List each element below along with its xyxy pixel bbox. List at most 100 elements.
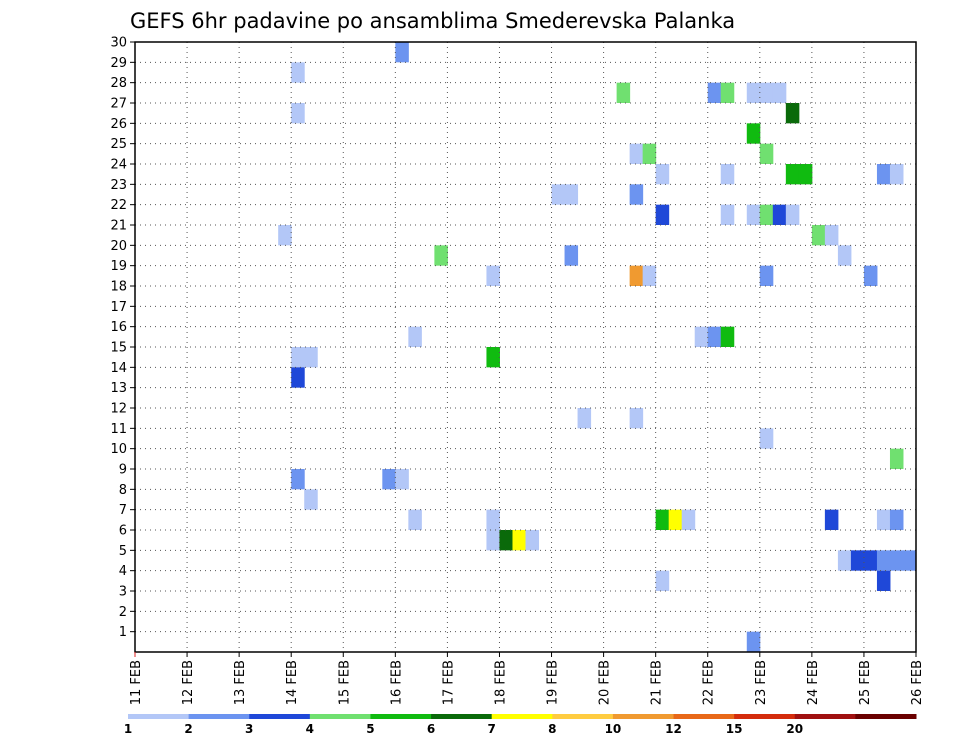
precip-cell: [655, 164, 670, 185]
precip-cell: [629, 265, 644, 286]
precip-cell: [291, 347, 305, 368]
precip-cell: [291, 469, 305, 490]
y-tick-label: 21: [110, 219, 127, 234]
colorbar-segment: [128, 714, 190, 719]
precip-cell: [746, 204, 761, 225]
precip-cell: [304, 347, 318, 368]
x-tick-label: 25 FEB: [858, 660, 873, 705]
colorbar-segment: [188, 714, 250, 719]
y-tick-label: 19: [110, 259, 127, 274]
precip-cell: [876, 550, 891, 571]
y-tick-label: 15: [110, 341, 127, 356]
colorbar-label: 1: [124, 722, 132, 736]
colorbar-segment: [855, 714, 917, 719]
y-tick-label: 7: [119, 503, 127, 518]
precip-cell: [291, 62, 305, 83]
precip-cell: [499, 530, 513, 551]
colorbar-label: 7: [488, 722, 496, 736]
x-tick-label: 13 FEB: [233, 660, 248, 705]
precip-cell: [746, 123, 761, 144]
precip-cell: [811, 225, 826, 246]
x-tick-label: 16 FEB: [389, 660, 404, 705]
x-tick-label: 11 FEB: [129, 660, 144, 705]
precip-cell: [759, 265, 774, 286]
colorbar-label: 3: [245, 722, 253, 736]
x-tick-label: 22 FEB: [702, 660, 717, 705]
colorbar-label: 5: [366, 722, 374, 736]
y-tick-label: 14: [110, 361, 127, 376]
precip-cell: [408, 509, 422, 530]
y-tick-label: 26: [110, 117, 127, 132]
colorbar-label: 12: [665, 722, 682, 736]
colorbar-segment: [794, 714, 856, 719]
precip-cell: [746, 82, 761, 103]
precip-cell: [772, 204, 787, 225]
colorbar-label: 15: [726, 722, 743, 736]
precip-cell: [291, 103, 305, 124]
x-tick-label: 21 FEB: [650, 660, 665, 705]
x-tick-label: 26 FEB: [910, 660, 925, 705]
colorbar-segment: [673, 714, 735, 719]
precip-cell: [720, 326, 735, 347]
precip-cell: [837, 245, 852, 266]
precip-cell: [694, 326, 709, 347]
y-tick-label: 4: [119, 564, 127, 579]
x-tick-label: 14 FEB: [285, 660, 300, 705]
colorbar-segment: [734, 714, 796, 719]
precip-cell: [720, 82, 735, 103]
colorbar-segment: [431, 714, 493, 719]
precip-cell: [382, 469, 396, 490]
colorbar-label: 6: [427, 722, 435, 736]
precip-cell: [746, 631, 761, 652]
precip-cell: [512, 530, 526, 551]
grid-lines: [135, 42, 916, 652]
y-tick-label: 13: [110, 381, 127, 396]
precip-cell: [889, 509, 904, 530]
y-tick-label: 29: [110, 56, 127, 71]
precip-cell: [759, 428, 774, 449]
colorbar-label: 4: [306, 722, 314, 736]
precip-cell: [629, 184, 644, 205]
precip-cell: [824, 509, 839, 530]
precip-cell: [772, 82, 787, 103]
ensemble-cells: [278, 42, 917, 652]
y-tick-label: 6: [119, 524, 127, 539]
y-axis-ticks: 1234567891011121314151617181920212223242…: [110, 36, 135, 640]
precip-cell: [681, 509, 696, 530]
precip-cell: [616, 82, 631, 103]
precip-cell: [395, 42, 409, 63]
y-tick-label: 5: [119, 544, 127, 559]
y-tick-label: 2: [119, 605, 127, 620]
y-tick-label: 20: [110, 239, 127, 254]
colorbar-label: 20: [786, 722, 803, 736]
precip-cell: [577, 408, 592, 429]
precip-cell: [655, 509, 670, 530]
y-tick-label: 17: [110, 300, 127, 315]
chart-title: GEFS 6hr padavine po ansamblima Smederev…: [130, 9, 735, 33]
precip-cell: [551, 184, 566, 205]
precip-cell: [525, 530, 540, 551]
precip-cell: [707, 82, 722, 103]
precip-cell: [876, 164, 891, 185]
precip-cell: [486, 509, 500, 530]
precip-cell: [889, 550, 904, 571]
colorbar-segment: [309, 714, 371, 719]
precip-cell: [434, 245, 448, 266]
precip-cell: [668, 509, 683, 530]
precip-cell: [785, 204, 800, 225]
colorbar-segment: [249, 714, 311, 719]
precip-cell: [759, 82, 774, 103]
precip-cell: [837, 550, 852, 571]
colorbar-label: 2: [184, 722, 192, 736]
precip-cell: [564, 184, 579, 205]
colorbar-segment: [370, 714, 432, 719]
precip-cell: [642, 265, 657, 286]
x-tick-label: 19 FEB: [546, 660, 561, 705]
precip-cell: [876, 509, 891, 530]
precip-cell: [642, 143, 657, 164]
precip-cell: [785, 103, 800, 124]
precip-cell: [486, 347, 500, 368]
y-tick-label: 12: [110, 402, 127, 417]
precip-cell: [304, 489, 318, 510]
